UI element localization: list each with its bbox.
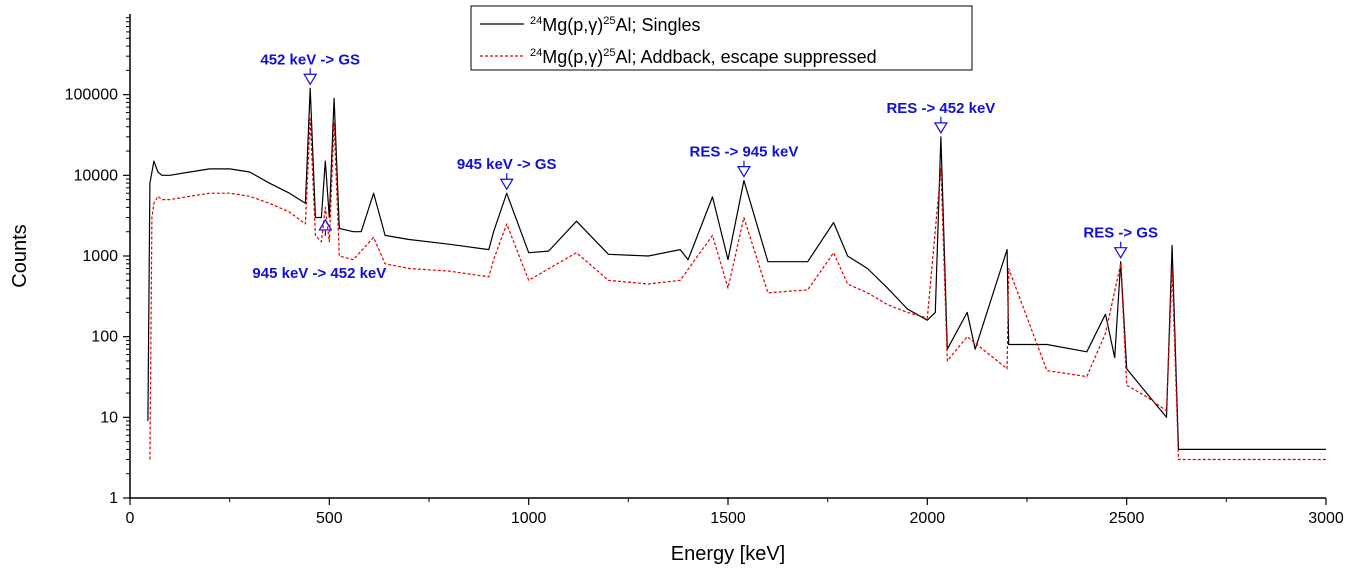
series-layer xyxy=(147,87,1326,461)
y-axis-ticks: 1 10 100 1000 10000 100000 xyxy=(65,17,130,507)
x-tick-label: 500 xyxy=(316,510,343,527)
series-singles-line xyxy=(147,87,1326,450)
x-axis-ticks: 0 500 1000 1500 2000 2500 3000 xyxy=(126,498,1344,527)
y-tick-label: 100000 xyxy=(65,87,118,104)
x-tick-label: 1500 xyxy=(710,510,746,527)
annotation-arrow-down xyxy=(303,73,318,86)
annotation-label: RES -> 452 keV xyxy=(886,100,995,117)
annotation-label: 945 keV -> GS xyxy=(457,156,557,173)
annotation-arrow-up xyxy=(318,218,333,231)
x-tick-label: 3000 xyxy=(1308,510,1344,527)
x-tick-label: 2000 xyxy=(910,510,946,527)
annotations-layer: 452 keV -> GS 945 keV -> 452 keV 945 keV -… xyxy=(252,51,1158,282)
annotation-label: 945 keV -> 452 keV xyxy=(252,265,386,282)
annotation-label: RES -> GS xyxy=(1083,225,1158,242)
legend-label-addback: 24Mg(p,γ)25Al; Addback, escape suppresse… xyxy=(530,47,877,67)
annotation-arrow-down xyxy=(499,178,514,191)
y-tick-label: 10 xyxy=(100,409,118,426)
legend: 24Mg(p,γ)25Al; Singles 24Mg(p,γ)25Al; Ad… xyxy=(470,5,973,71)
x-tick-label: 1000 xyxy=(511,510,547,527)
x-axis-title: Energy [keV] xyxy=(671,543,786,565)
series-addback-line xyxy=(149,118,1326,461)
x-tick-label: 0 xyxy=(126,510,135,527)
y-axis-title: Counts xyxy=(9,224,31,287)
legend-label-singles: 24Mg(p,γ)25Al; Singles xyxy=(530,15,701,35)
annotation-label: RES -> 945 keV xyxy=(690,144,799,161)
y-tick-label: 1000 xyxy=(82,248,118,265)
x-tick-label: 2500 xyxy=(1109,510,1145,527)
y-tick-label: 1 xyxy=(109,490,118,507)
annotation-arrow-down xyxy=(736,166,752,178)
annotation-arrow-down xyxy=(1113,247,1128,259)
plot-frame xyxy=(129,14,1326,499)
y-tick-label: 100 xyxy=(91,329,118,346)
y-tick-label: 10000 xyxy=(74,167,119,184)
annotation-label: 452 keV -> GS xyxy=(260,51,360,68)
legend-box xyxy=(470,5,973,71)
annotation-arrow-down xyxy=(933,122,948,135)
